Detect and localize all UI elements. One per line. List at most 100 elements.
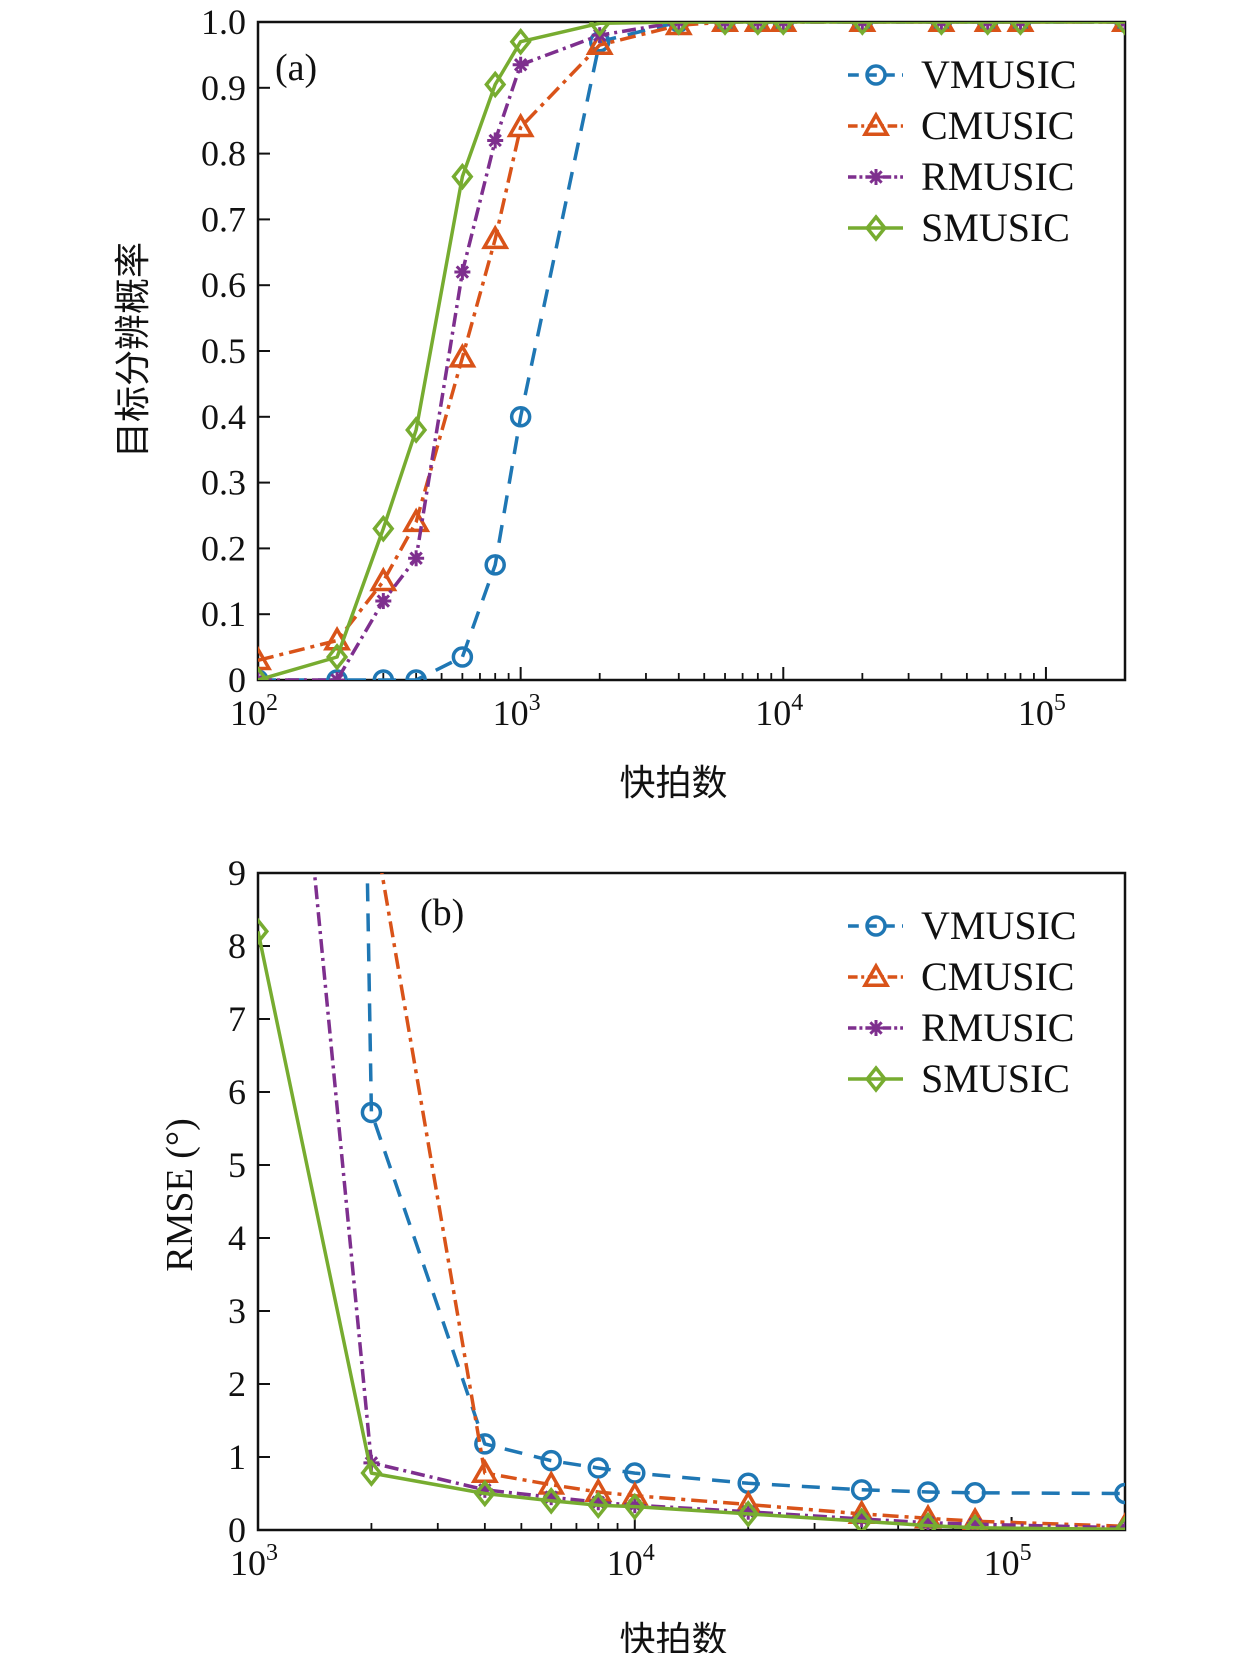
data-point	[850, 1479, 873, 1501]
legend-label: CMUSIC	[921, 954, 1074, 999]
chart-panel-b: 103 104 105 0 1 2 3 4 5 6 7 8 9 快拍数 RMSE (°) (b) VMUSIC C…	[159, 853, 1127, 1653]
chart-panel-a: 102 103 104 105 0 0.1 0.2 0.3 0.4 0.5 0.6 0.7 0.8 0.9…	[113, 2, 1127, 804]
data-point	[484, 70, 507, 99]
x-tick-label: 103	[493, 690, 541, 733]
data-point	[372, 669, 395, 680]
y-tick-label: 0.3	[201, 463, 246, 503]
legend-marker	[864, 214, 888, 242]
y-tick-label: 5	[228, 1145, 246, 1185]
series-line	[380, 873, 1125, 1529]
data-point	[587, 1491, 610, 1519]
data-point	[451, 162, 474, 191]
data-point	[408, 550, 425, 567]
data-point	[451, 646, 474, 668]
y-tick-label: 0.4	[201, 397, 246, 437]
data-point	[587, 1457, 610, 1479]
y-tick-label: 0.6	[201, 265, 246, 305]
data-point	[509, 406, 532, 428]
panel-label: (a)	[275, 47, 317, 89]
legend: VMUSIC CMUSIC RMUSIC SMUSIC	[848, 52, 1077, 250]
data-point	[964, 1514, 987, 1530]
y-tick-label: 3	[228, 1291, 246, 1331]
y-tick-label: 4	[228, 1218, 246, 1258]
y-tick-label: 0.2	[201, 528, 246, 568]
legend-marker	[861, 962, 891, 987]
legend-item-smusic: SMUSIC	[848, 205, 1070, 250]
y-tick-label: 8	[228, 926, 246, 966]
data-point	[258, 666, 270, 680]
data-point	[258, 645, 273, 671]
data-point	[258, 917, 270, 946]
legend-item-vmusic: VMUSIC	[848, 52, 1077, 97]
x-tick-label: 105	[1018, 690, 1066, 733]
legend-label: RMUSIC	[921, 154, 1074, 199]
y-tick-label: 0.8	[201, 134, 246, 174]
series-smusic	[258, 917, 1125, 1530]
data-point	[484, 554, 506, 576]
legend: VMUSIC CMUSIC RMUSIC SMUSIC	[848, 903, 1077, 1101]
y-tick-label: 0.1	[201, 594, 246, 634]
legend-marker	[868, 169, 884, 185]
data-point	[448, 343, 477, 368]
legend-item-rmusic: RMUSIC	[848, 154, 1074, 199]
data-point	[623, 1492, 646, 1521]
data-point	[1114, 1482, 1125, 1505]
data-point	[667, 22, 690, 36]
data-point	[851, 22, 874, 36]
data-point	[369, 566, 398, 592]
data-point	[850, 1507, 873, 1530]
legend-marker	[861, 111, 891, 136]
data-point	[916, 1511, 940, 1530]
data-point	[474, 1433, 496, 1455]
x-tick-label: 104	[607, 1540, 655, 1583]
legend-label: SMUSIC	[921, 1056, 1070, 1101]
x-axis-title: 快拍数	[619, 763, 727, 804]
y-axis-title: RMSE (°)	[159, 1118, 201, 1271]
data-point	[372, 514, 395, 543]
data-point	[976, 22, 999, 36]
data-point	[713, 22, 737, 36]
data-point	[540, 1486, 563, 1515]
legend-label: CMUSIC	[921, 103, 1074, 148]
y-tick-label: 6	[228, 1072, 246, 1112]
data-point	[360, 1101, 383, 1124]
x-tick-label: 105	[984, 1540, 1032, 1583]
legend-item-cmusic: CMUSIC	[848, 954, 1074, 999]
data-point	[512, 56, 529, 73]
data-point	[481, 224, 510, 250]
legend-item-vmusic: VMUSIC	[848, 903, 1077, 948]
y-tick-label: 9	[228, 853, 246, 893]
x-axis-title: 快拍数	[619, 1620, 727, 1653]
data-point	[375, 593, 392, 610]
data-point	[588, 22, 611, 38]
legend-label: VMUSIC	[921, 903, 1077, 948]
data-point	[487, 132, 504, 149]
y-tick-label: 1.0	[201, 2, 246, 42]
data-point	[772, 22, 795, 36]
series-line	[258, 22, 1125, 662]
legend-label: VMUSIC	[921, 52, 1077, 97]
data-point	[585, 30, 614, 56]
plot-frame	[256, 871, 1127, 1532]
y-tick-label: 0.9	[201, 68, 246, 108]
panel-label: (b)	[420, 892, 464, 934]
data-point	[326, 643, 349, 671]
y-tick-label: 0.5	[201, 331, 246, 371]
x-tick-label: 104	[755, 690, 803, 733]
x-tick-label: 103	[230, 1540, 278, 1583]
data-point	[473, 1479, 496, 1508]
data-point	[1009, 22, 1032, 36]
data-point	[326, 669, 348, 680]
data-point	[737, 1500, 760, 1528]
data-point	[360, 1459, 383, 1487]
data-point	[329, 672, 346, 680]
series-smusic	[258, 22, 1125, 680]
legend-marker	[865, 64, 887, 86]
y-tick-label: 7	[228, 999, 246, 1039]
legend-marker	[865, 915, 887, 937]
legend-marker	[868, 1020, 884, 1036]
data-point	[405, 416, 428, 444]
legend-label: RMUSIC	[921, 1005, 1074, 1050]
legend-label: SMUSIC	[921, 205, 1070, 250]
